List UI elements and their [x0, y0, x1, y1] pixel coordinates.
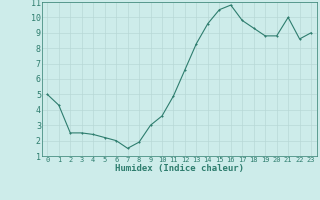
X-axis label: Humidex (Indice chaleur): Humidex (Indice chaleur): [115, 164, 244, 173]
